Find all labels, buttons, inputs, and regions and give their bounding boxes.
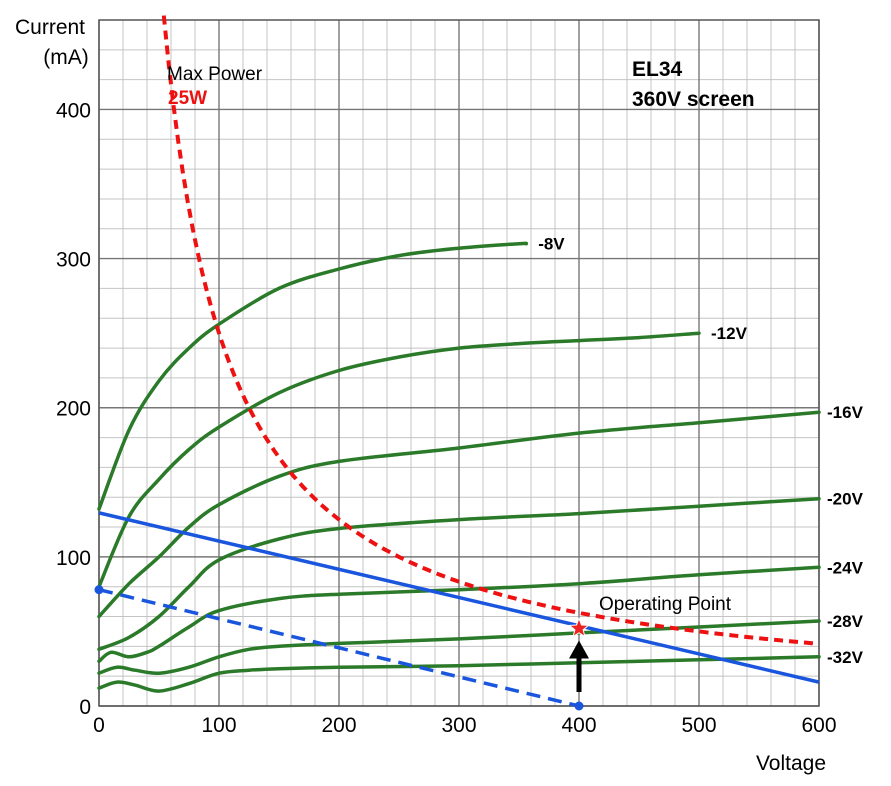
operating-point-label: Operating Point — [599, 594, 732, 615]
plate-curve-minus-12V — [97, 331, 701, 589]
y-tick-labels: 0 100 200 300 400 — [56, 99, 91, 719]
tube-name: EL34 — [632, 58, 683, 81]
x-tick-label: 500 — [681, 714, 716, 737]
max-power-hyperbola — [161, 15, 817, 646]
load-lines — [94, 511, 820, 711]
grid-voltage-label: -16V — [827, 403, 864, 422]
x-tick-label: 0 — [93, 714, 105, 737]
plate-curves: -8V -12V -16V -20V -24V -28V -32V — [97, 235, 864, 693]
plot-frame — [98, 19, 820, 707]
x-tick-label: 200 — [321, 714, 356, 737]
ac-load-line — [98, 511, 820, 684]
grid-voltage-label: -12V — [711, 324, 748, 343]
y-tick-label: 0 — [79, 696, 91, 719]
grid-voltage-label: -32V — [827, 648, 864, 667]
tube-screen-voltage: 360V screen — [632, 88, 755, 111]
grid-voltage-label: -8V — [538, 235, 565, 254]
x-tick-label: 600 — [801, 714, 836, 737]
operating-point-star — [568, 617, 590, 638]
y-tick-label: 300 — [56, 249, 91, 272]
plate-curve-minus-20V — [97, 496, 821, 652]
max-power-curve — [161, 15, 817, 646]
operating-point-markers — [568, 617, 590, 692]
plate-curve-minus-8V — [97, 241, 529, 511]
plate-curve-minus-24V — [97, 565, 821, 664]
max-power-label: Max Power — [167, 64, 263, 85]
plate-curve-minus-28V — [97, 619, 821, 676]
plate-curve-minus-32V — [97, 655, 821, 693]
y-tick-label: 400 — [56, 99, 91, 122]
x-tick-label: 400 — [561, 714, 596, 737]
x-tick-label: 100 — [201, 714, 236, 737]
x-tick-labels: 0 100 200 300 400 500 600 — [93, 714, 836, 737]
x-tick-label: 300 — [441, 714, 476, 737]
plate-curve-minus-16V — [97, 410, 821, 619]
max-power-watts: 25W — [168, 88, 207, 109]
y-tick-label: 200 — [56, 398, 91, 421]
y-axis-title-line1: Current — [15, 16, 85, 39]
y-tick-label: 100 — [56, 547, 91, 570]
grid-voltage-label: -20V — [827, 490, 864, 509]
dc-load-line-start-dot — [94, 585, 104, 595]
operating-point-arrow-head — [569, 640, 589, 659]
dc-load-line-end-dot — [574, 701, 584, 711]
grid-voltage-label: -24V — [827, 558, 864, 577]
grid-voltage-label: -28V — [827, 612, 864, 631]
x-axis-title: Voltage — [756, 752, 826, 775]
y-axis-title-line2: (mA) — [43, 46, 89, 69]
dc-load-line — [98, 587, 580, 708]
